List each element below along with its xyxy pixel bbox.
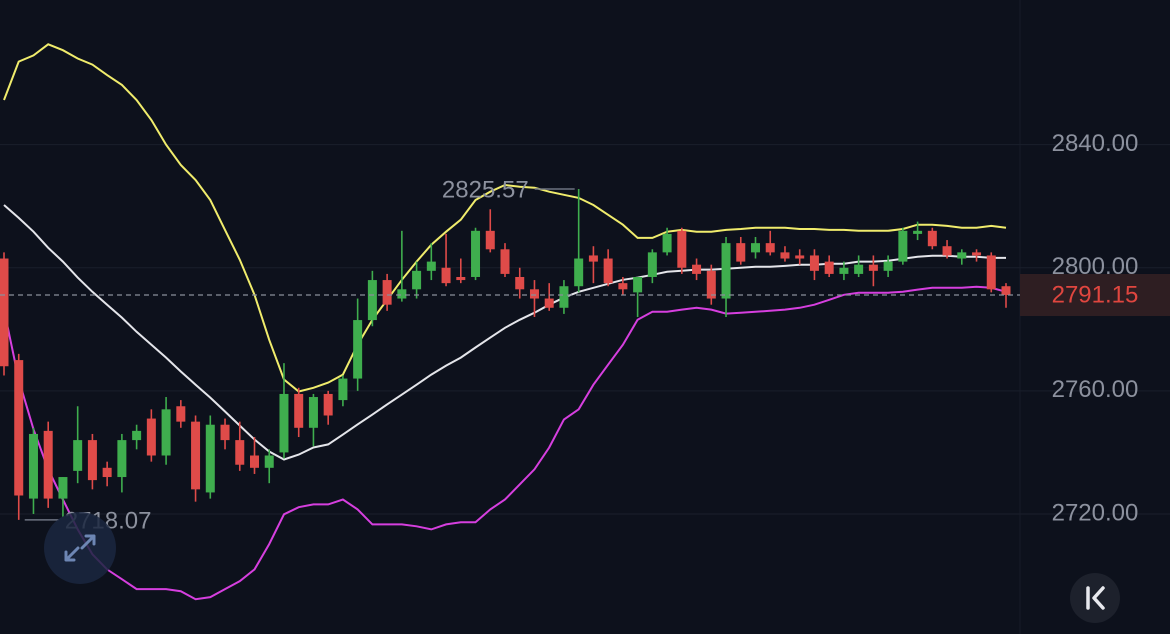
candle-body — [264, 455, 274, 468]
last-price-label: 2791.15 — [1052, 281, 1139, 308]
candle-body — [529, 289, 539, 299]
candle-body — [854, 264, 864, 274]
candle-body — [574, 258, 584, 287]
candle-body — [132, 430, 142, 441]
last-price-box — [1020, 273, 1170, 316]
candle-body — [765, 243, 775, 253]
candle-body — [279, 393, 289, 453]
candle-body — [736, 243, 746, 262]
candle-body — [706, 270, 716, 299]
candle-body — [323, 393, 333, 416]
candle-body — [795, 255, 805, 259]
candle-body — [603, 258, 613, 284]
candle-body — [544, 298, 554, 308]
candle-body — [942, 246, 952, 256]
candle-body — [73, 440, 83, 471]
plot — [0, 43, 1011, 601]
collapse-button[interactable] — [1070, 573, 1120, 623]
candle-body — [618, 283, 628, 290]
y-tick-label: 2760.00 — [1052, 376, 1139, 403]
candle-body — [308, 397, 318, 428]
candle-body — [839, 267, 849, 274]
candle-body — [161, 409, 171, 456]
candle-body — [913, 230, 923, 234]
labels: 2720.002760.002800.002840.002825.572718.… — [0, 130, 1170, 534]
candle-body — [146, 418, 156, 456]
candle-body — [721, 243, 731, 299]
candle-body — [485, 230, 495, 250]
band-line — [3, 43, 1007, 393]
candle-body — [662, 233, 672, 253]
candle-body — [397, 289, 407, 299]
candle-body — [0, 258, 9, 367]
candle-body — [353, 320, 363, 379]
max-label: 2825.57 — [442, 176, 529, 203]
candle-body — [117, 440, 127, 478]
grid — [0, 144, 1170, 515]
candle-body — [456, 276, 466, 281]
candle-body — [809, 255, 819, 271]
candle-body — [382, 280, 392, 305]
candle-body — [338, 378, 348, 401]
candle-body — [176, 406, 186, 422]
candle-body — [43, 430, 53, 499]
candle-body — [426, 261, 436, 271]
candle-body — [647, 252, 657, 277]
candle-body — [898, 230, 908, 262]
candle-body — [883, 261, 893, 271]
candle-body — [824, 261, 834, 274]
candle-body — [780, 252, 790, 259]
candle-body — [751, 243, 760, 253]
candle-body — [588, 255, 598, 262]
candle-body — [87, 440, 97, 481]
candle-body — [677, 230, 687, 268]
candle-body — [500, 249, 510, 274]
candle-body — [235, 440, 245, 465]
candle-body — [102, 467, 112, 478]
candle-body — [205, 424, 215, 493]
candle-body — [957, 252, 967, 259]
candle-body — [927, 230, 937, 247]
candle-body — [191, 421, 201, 490]
candle-body — [14, 360, 24, 496]
candle-body — [58, 477, 68, 499]
candle-body — [559, 286, 569, 308]
candle-body — [28, 433, 38, 499]
band-line — [3, 285, 1007, 601]
candle-body — [250, 455, 259, 468]
candle-body — [1001, 286, 1011, 295]
candle-body — [515, 276, 525, 290]
candle-body — [220, 424, 230, 441]
candle-body — [294, 393, 304, 428]
candle-body — [412, 270, 422, 290]
candle-body — [868, 264, 878, 271]
y-tick-label: 2840.00 — [1052, 130, 1139, 157]
candle-body — [367, 280, 377, 321]
candle-body — [986, 255, 996, 290]
band-line — [3, 204, 1006, 461]
candle-body — [471, 230, 481, 277]
candle-body — [441, 267, 451, 284]
expand-button[interactable] — [44, 512, 116, 584]
candle-body — [972, 252, 982, 256]
y-tick-label: 2720.00 — [1052, 499, 1139, 526]
candle-body — [692, 264, 702, 274]
candle-body — [633, 276, 643, 293]
